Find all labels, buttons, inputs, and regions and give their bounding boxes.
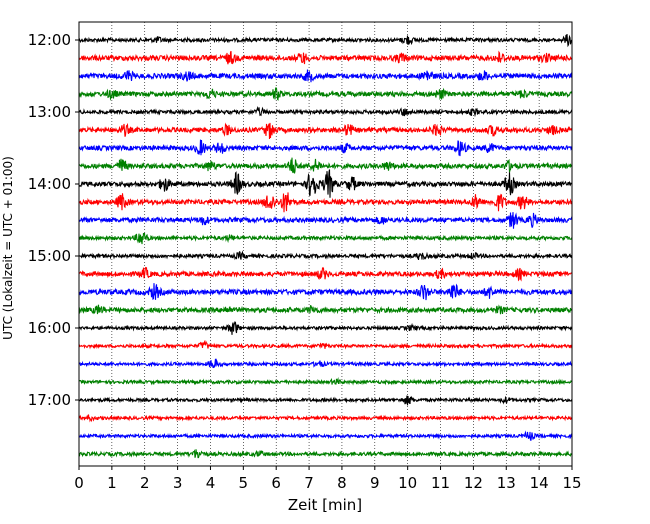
x-tick-label: 8	[337, 474, 347, 492]
x-tick-label: 15	[562, 474, 581, 492]
seismic-trace	[78, 50, 573, 65]
x-tick-label: 10	[398, 474, 417, 492]
seismic-trace	[78, 232, 573, 245]
x-tick-label: 2	[140, 474, 150, 492]
x-tick-label: 5	[239, 474, 249, 492]
seismic-trace	[78, 139, 573, 157]
seismic-trace	[78, 157, 573, 174]
trace-layer	[78, 33, 573, 459]
x-tick-label: 9	[370, 474, 380, 492]
seismic-trace	[78, 33, 573, 48]
seismic-trace	[78, 250, 573, 261]
y-axis: 12:00 13:00 14:00 15:00 16:00 17:00	[28, 31, 79, 409]
seismic-trace	[78, 304, 573, 315]
seismic-trace	[78, 169, 573, 198]
x-tick-label: 13	[497, 474, 516, 492]
seismic-trace	[78, 212, 573, 229]
plot-frame	[78, 21, 573, 467]
seismic-trace	[78, 192, 573, 213]
seismic-trace	[78, 395, 573, 406]
grid-layer	[111, 22, 540, 466]
x-tick-label: 3	[173, 474, 183, 492]
x-tick-label: 7	[304, 474, 314, 492]
y-axis-label: UTC (Lokalzeit = UTC + 01:00)	[1, 156, 15, 340]
seismic-trace	[78, 266, 573, 282]
seismic-trace	[78, 339, 573, 350]
seismic-trace	[78, 283, 573, 301]
y-tick-label: 16:00	[28, 319, 71, 337]
seismic-trace	[78, 86, 573, 101]
x-tick-label: 11	[431, 474, 450, 492]
seismic-trace	[78, 377, 573, 386]
seismic-trace	[78, 358, 573, 369]
x-tick-label: 4	[206, 474, 216, 492]
x-tick-label: 12	[464, 474, 483, 492]
seismic-trace	[78, 414, 573, 423]
seismic-trace	[78, 105, 573, 118]
x-tick-label: 14	[530, 474, 549, 492]
y-tick-label: 14:00	[28, 175, 71, 193]
x-tick-label: 0	[74, 474, 84, 492]
y-tick-label: 17:00	[28, 391, 71, 409]
y-tick-label: 12:00	[28, 31, 71, 49]
x-axis: 0 1 2 3 4 5 6 7 8 9 10 11 12 13 14 15	[74, 466, 582, 492]
y-tick-label: 15:00	[28, 247, 71, 265]
seismic-trace	[78, 320, 573, 335]
x-tick-label: 1	[107, 474, 117, 492]
y-tick-label: 13:00	[28, 103, 71, 121]
seismic-trace	[78, 449, 573, 459]
x-axis-label: Zeit [min]	[288, 496, 362, 514]
seismic-trace	[78, 430, 573, 441]
seismic-trace	[78, 69, 573, 83]
x-tick-label: 6	[271, 474, 281, 492]
seismic-trace	[78, 122, 573, 139]
